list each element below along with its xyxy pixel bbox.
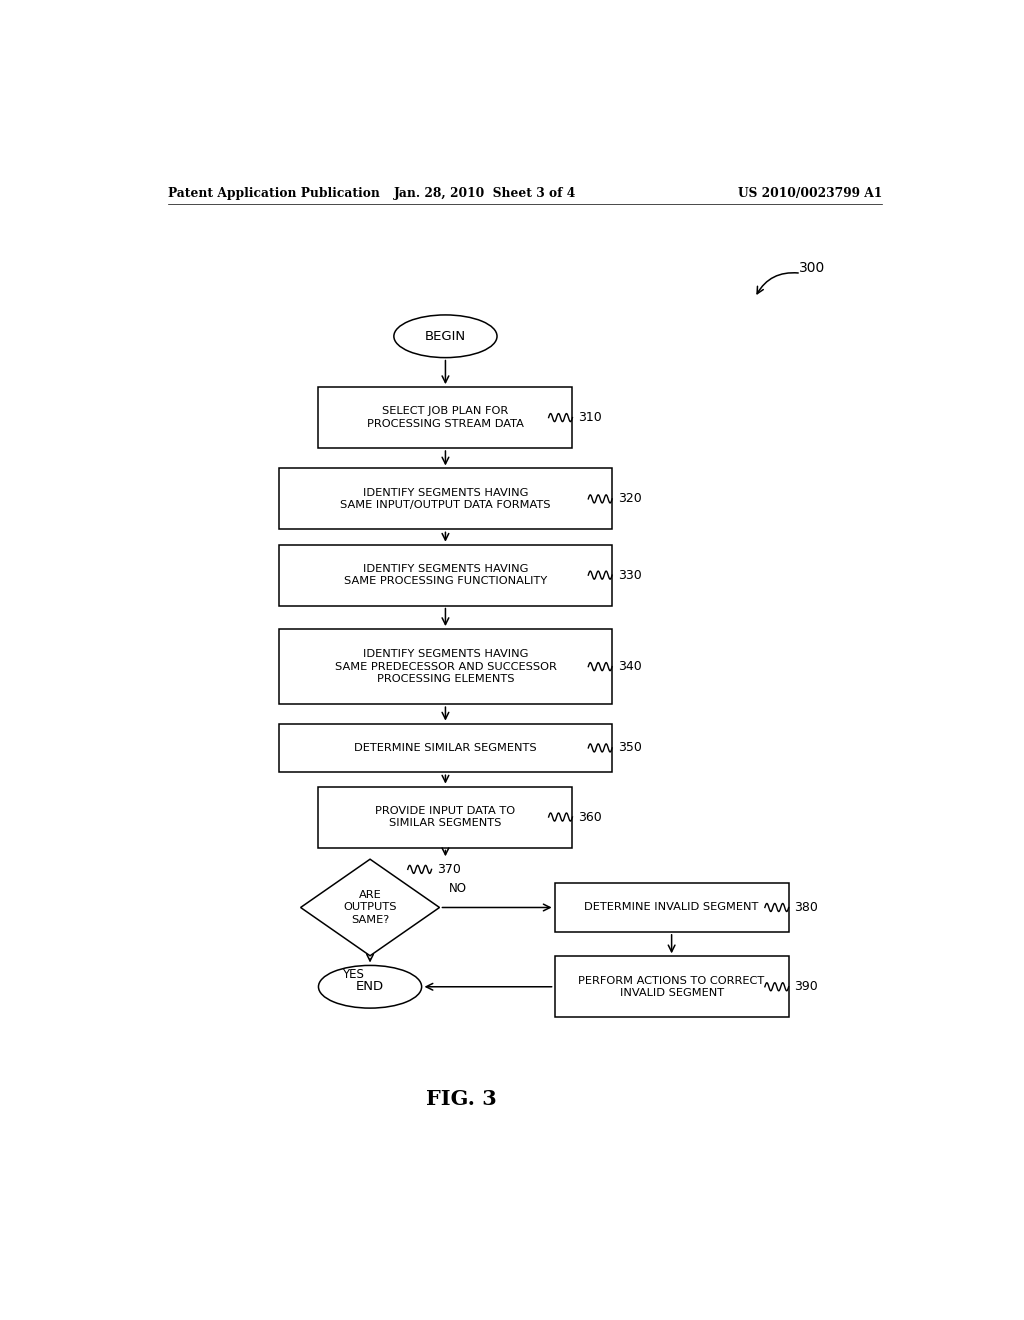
Text: 310: 310 bbox=[578, 411, 602, 424]
Bar bbox=[279, 469, 612, 529]
Text: YES: YES bbox=[342, 968, 364, 981]
Bar bbox=[279, 723, 612, 772]
Text: FIG. 3: FIG. 3 bbox=[426, 1089, 497, 1109]
Text: Jan. 28, 2010  Sheet 3 of 4: Jan. 28, 2010 Sheet 3 of 4 bbox=[394, 187, 577, 201]
Text: 320: 320 bbox=[617, 492, 641, 506]
Text: IDENTIFY SEGMENTS HAVING
SAME PROCESSING FUNCTIONALITY: IDENTIFY SEGMENTS HAVING SAME PROCESSING… bbox=[344, 564, 547, 586]
Text: 300: 300 bbox=[799, 261, 825, 275]
Text: 360: 360 bbox=[578, 810, 602, 824]
Text: 350: 350 bbox=[617, 742, 641, 755]
Text: ARE
OUTPUTS
SAME?: ARE OUTPUTS SAME? bbox=[343, 890, 396, 925]
Text: DETERMINE SIMILAR SEGMENTS: DETERMINE SIMILAR SEGMENTS bbox=[354, 743, 537, 752]
Text: IDENTIFY SEGMENTS HAVING
SAME INPUT/OUTPUT DATA FORMATS: IDENTIFY SEGMENTS HAVING SAME INPUT/OUTP… bbox=[340, 487, 551, 510]
Text: 370: 370 bbox=[437, 863, 461, 876]
Text: IDENTIFY SEGMENTS HAVING
SAME PREDECESSOR AND SUCCESSOR
PROCESSING ELEMENTS: IDENTIFY SEGMENTS HAVING SAME PREDECESSO… bbox=[335, 649, 556, 684]
Text: Patent Application Publication: Patent Application Publication bbox=[168, 187, 380, 201]
Text: PROVIDE INPUT DATA TO
SIMILAR SEGMENTS: PROVIDE INPUT DATA TO SIMILAR SEGMENTS bbox=[376, 805, 515, 828]
Text: SELECT JOB PLAN FOR
PROCESSING STREAM DATA: SELECT JOB PLAN FOR PROCESSING STREAM DA… bbox=[367, 407, 524, 429]
Bar bbox=[279, 630, 612, 704]
Bar bbox=[279, 545, 612, 606]
Text: PERFORM ACTIONS TO CORRECT
INVALID SEGMENT: PERFORM ACTIONS TO CORRECT INVALID SEGME… bbox=[579, 975, 765, 998]
Text: DETERMINE INVALID SEGMENT: DETERMINE INVALID SEGMENT bbox=[585, 903, 759, 912]
Ellipse shape bbox=[318, 965, 422, 1008]
Text: 380: 380 bbox=[795, 902, 818, 913]
Text: BEGIN: BEGIN bbox=[425, 330, 466, 343]
Bar bbox=[555, 883, 788, 932]
Ellipse shape bbox=[394, 315, 497, 358]
Text: 330: 330 bbox=[617, 569, 641, 582]
Text: 340: 340 bbox=[617, 660, 641, 673]
Bar bbox=[318, 787, 572, 847]
Polygon shape bbox=[301, 859, 439, 956]
Text: END: END bbox=[356, 981, 384, 993]
Text: US 2010/0023799 A1: US 2010/0023799 A1 bbox=[737, 187, 882, 201]
Bar bbox=[555, 956, 788, 1018]
Text: 390: 390 bbox=[795, 981, 818, 993]
Bar bbox=[318, 387, 572, 447]
Text: NO: NO bbox=[449, 882, 467, 895]
